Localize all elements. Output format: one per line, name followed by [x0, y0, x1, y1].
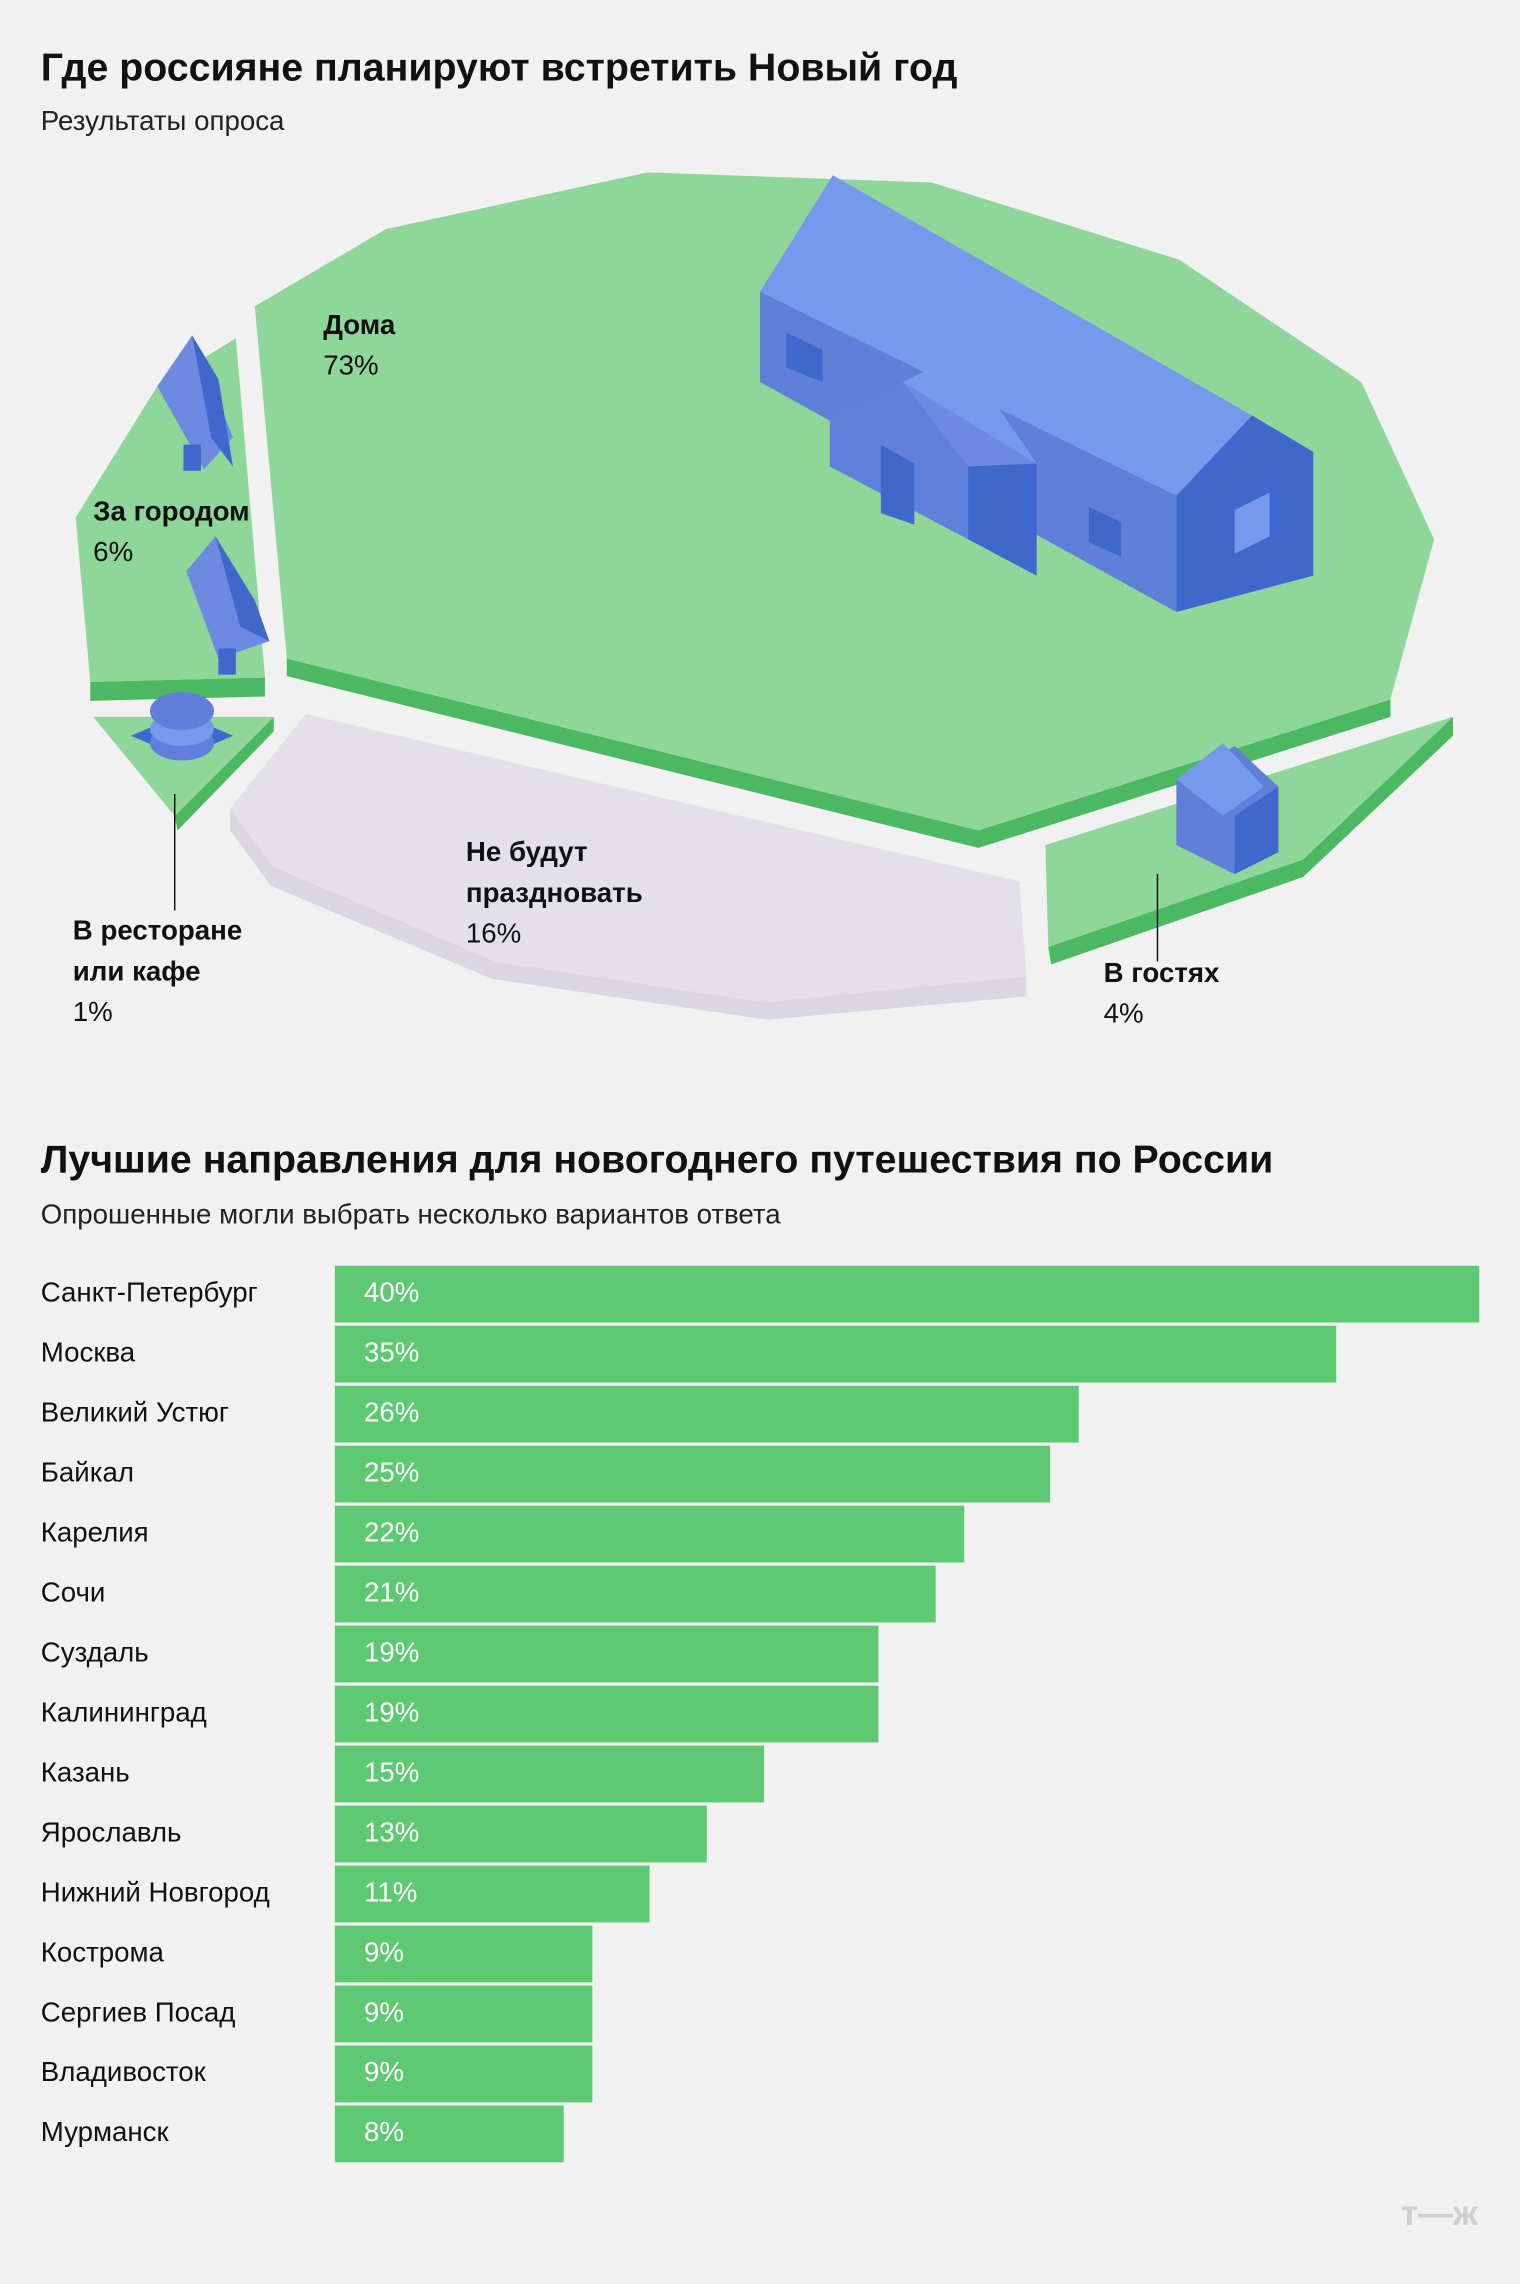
- category-label: В ресторане или кафе: [72, 916, 243, 988]
- bar: [334, 1685, 879, 1743]
- category-label: Сочи: [41, 1576, 106, 1607]
- label-box: Не будут праздновать 16%: [466, 833, 721, 955]
- bar: [334, 1925, 593, 1983]
- chart-title: Где россияне планируют встретить Новый г…: [41, 46, 958, 90]
- value-label: 9%: [364, 1936, 404, 1967]
- value-label: 19%: [364, 1636, 419, 1667]
- illustration: [149, 692, 215, 730]
- bar: [334, 1385, 1079, 1443]
- segment-label: Дома 73%: [323, 306, 578, 388]
- value-label: 40%: [364, 1276, 419, 1307]
- bar: [334, 1805, 707, 1863]
- category-label: Кострома: [41, 1936, 165, 1967]
- illustration: [183, 444, 201, 471]
- illustration: [1176, 743, 1264, 816]
- segment-side: [286, 658, 1391, 848]
- category-label: Мурманск: [41, 2116, 170, 2147]
- value-label: 11%: [364, 1876, 417, 1907]
- value-label: 35%: [364, 1336, 419, 1367]
- value-label: 1%: [72, 997, 113, 1029]
- category-label: Великий Устюг: [41, 1396, 229, 1427]
- illustrations: [131, 175, 1314, 875]
- segment: [93, 716, 274, 816]
- segment-side: [174, 716, 274, 831]
- illustration: [880, 444, 915, 525]
- logo: т—ж: [1401, 2194, 1479, 2233]
- segment: [254, 172, 1435, 831]
- segment-label: За городом 6%: [93, 493, 348, 575]
- illustration: [215, 536, 270, 642]
- category-label: Калининград: [41, 1696, 207, 1727]
- category-label: Нижний Новгород: [41, 1876, 270, 1907]
- segment-side: [230, 808, 1027, 1020]
- value-label: 15%: [364, 1756, 419, 1787]
- value-label: 9%: [364, 2056, 404, 2087]
- chart-subtitle: Опрошенные могли выбрать несколько вариа…: [41, 1199, 781, 1230]
- segment-side: [90, 677, 265, 701]
- label-box: Дома 73%: [323, 306, 578, 388]
- segment-label: В ресторане или кафе 1%: [73, 912, 328, 1034]
- category-label: Санкт-Петербург: [41, 1276, 258, 1307]
- illustration: [1234, 786, 1279, 875]
- value-label: 73%: [323, 351, 379, 382]
- segment: [230, 713, 1027, 1003]
- bar: [334, 1265, 1480, 1323]
- value-label: 21%: [364, 1576, 419, 1607]
- bar: [334, 1865, 650, 1923]
- value-label: 26%: [364, 1396, 419, 1427]
- label-box: В гостях 4%: [1104, 954, 1359, 1036]
- category-label: Сергиев Посад: [41, 1996, 236, 2027]
- category-label: Байкал: [41, 1456, 134, 1487]
- category-label: В гостях: [1103, 958, 1220, 990]
- illustration: [786, 332, 823, 382]
- chart-subtitle: Результаты опроса: [41, 105, 285, 136]
- category-label: Казань: [41, 1756, 130, 1787]
- label-box: За городом 6%: [93, 493, 348, 575]
- chart-title: Лучшие направления для новогоднего путеш…: [41, 1138, 1274, 1182]
- value-label: 25%: [364, 1456, 419, 1487]
- illustration: [192, 335, 233, 467]
- bar: [334, 2045, 593, 2103]
- illustration: [1089, 507, 1122, 557]
- illustration: [968, 463, 1037, 576]
- category-label: Ярославль: [41, 1816, 182, 1847]
- bar: [334, 1325, 1337, 1383]
- segment-label: Не будут праздновать 16%: [466, 833, 721, 955]
- illustration: [1234, 492, 1270, 554]
- bar: [334, 1985, 593, 2043]
- illustration: [760, 175, 1253, 496]
- value-label: 8%: [364, 2116, 404, 2147]
- category-label: Не будут праздновать: [465, 837, 643, 910]
- bar: [334, 1445, 1051, 1503]
- value-label: 19%: [364, 1696, 419, 1727]
- value-label: 6%: [93, 537, 134, 569]
- category-label: Владивосток: [41, 2056, 207, 2087]
- bar: [334, 1625, 879, 1683]
- value-label: 22%: [364, 1516, 419, 1547]
- category-label: За городом: [93, 497, 250, 528]
- bar: [334, 1565, 936, 1623]
- value-label: 9%: [364, 1996, 404, 2027]
- category-label: Москва: [41, 1336, 136, 1367]
- bar: [334, 1745, 765, 1803]
- category-label: Дома: [323, 310, 396, 342]
- category-label: Карелия: [41, 1516, 149, 1547]
- value-label: 4%: [1103, 999, 1144, 1030]
- illustration: [902, 352, 1037, 464]
- value-label: 16%: [465, 919, 522, 950]
- bar: [334, 1505, 965, 1563]
- segment-label: В гостях 4%: [1104, 954, 1359, 1036]
- label-box: В ресторане или кафе 1%: [73, 912, 328, 1034]
- illustration: [218, 648, 236, 675]
- bar: [334, 2105, 564, 2163]
- segment-side: [1048, 716, 1454, 965]
- value-label: 13%: [364, 1816, 419, 1847]
- category-label: Суздаль: [41, 1636, 149, 1667]
